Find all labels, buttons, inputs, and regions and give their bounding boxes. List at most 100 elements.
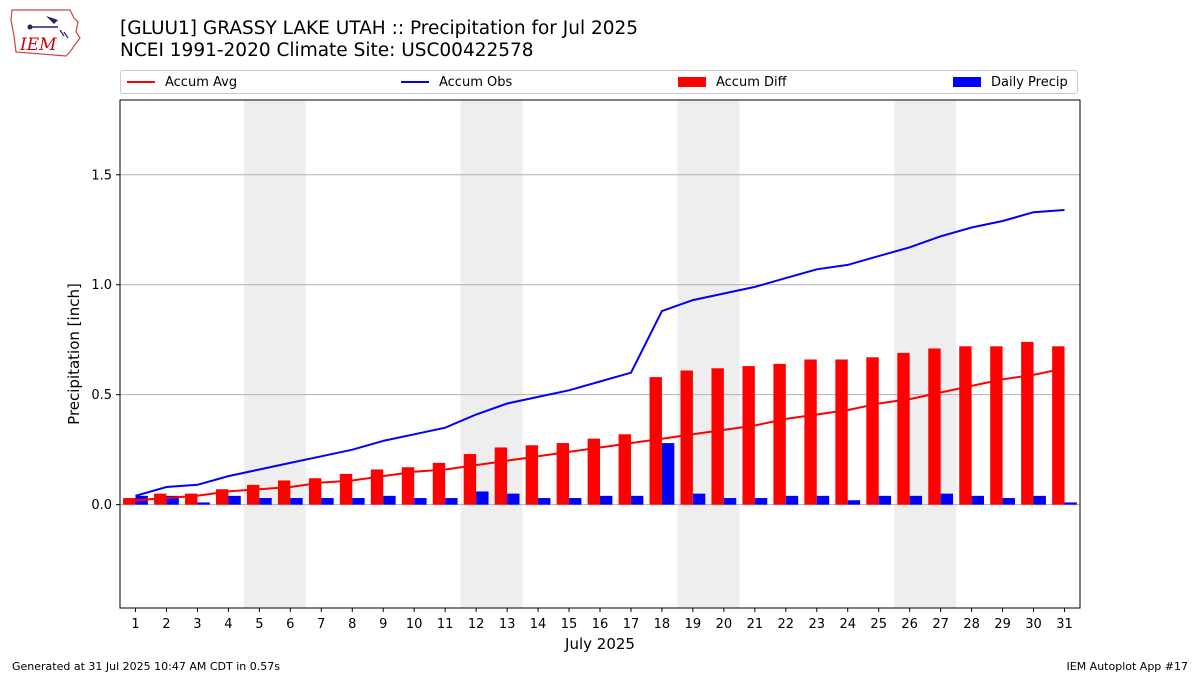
bar-daily-precip: [507, 493, 520, 505]
x-tick-label: 31: [1056, 617, 1073, 632]
x-tick-label: 14: [530, 617, 547, 632]
x-tick-label: 23: [809, 617, 826, 632]
x-tick-label: 7: [317, 617, 325, 632]
x-tick-label: 29: [994, 617, 1011, 632]
x-tick-label: 1: [131, 617, 139, 632]
bar-accum-diff: [494, 447, 508, 505]
legend-label-accum-obs: Accum Obs: [439, 75, 513, 90]
bar-accum-diff: [680, 370, 693, 505]
y-tick-label: 0.0: [91, 498, 112, 513]
legend-label-daily-precip: Daily Precip: [991, 75, 1068, 90]
bar-accum-diff: [866, 357, 879, 505]
legend-swatch-accum-obs: [401, 80, 429, 83]
legend-item-accum-obs: Accum Obs: [401, 74, 512, 92]
bar-accum-diff: [246, 484, 260, 505]
bar-accum-diff: [339, 473, 353, 505]
weekend-shade: [677, 100, 709, 608]
x-tick-label: 9: [379, 617, 387, 632]
bar-daily-precip: [754, 498, 768, 505]
bar-accum-diff: [587, 438, 600, 505]
y-axis-label: Precipitation [inch]: [65, 283, 83, 425]
bar-daily-precip: [228, 495, 241, 505]
y-tick-label: 1.0: [91, 278, 112, 293]
line-accum-avg: [135, 367, 1065, 502]
legend-item-daily-precip: Daily Precip: [953, 74, 1068, 92]
weekend-shade: [243, 100, 275, 608]
x-tick-label: 19: [685, 617, 702, 632]
bar-daily-precip: [290, 498, 303, 505]
bar-accum-diff: [649, 377, 662, 505]
chart-legend: Accum Avg Accum Obs Accum Diff Daily Pre…: [120, 70, 1078, 94]
weekend-shade: [708, 100, 740, 608]
bar-daily-precip: [352, 498, 365, 505]
bar-daily-precip: [940, 493, 954, 505]
legend-item-accum-avg: Accum Avg: [127, 74, 237, 92]
bar-accum-diff: [804, 359, 817, 505]
bar-daily-precip: [414, 498, 427, 505]
bar-daily-precip: [909, 495, 923, 505]
bar-accum-diff: [185, 493, 198, 505]
footer-generated: Generated at 31 Jul 2025 10:47 AM CDT in…: [12, 660, 280, 673]
x-tick-label: 25: [870, 617, 887, 632]
bar-accum-diff: [742, 366, 755, 505]
x-axis-label: July 2025: [564, 635, 635, 653]
bar-accum-diff: [432, 462, 446, 505]
bar-accum-diff: [835, 359, 848, 505]
bar-accum-diff: [556, 443, 570, 505]
bar-daily-precip: [630, 495, 644, 505]
x-tick-label: 5: [255, 617, 263, 632]
bar-accum-diff: [928, 348, 941, 505]
bar-accum-diff: [525, 445, 539, 505]
x-tick-label: 4: [224, 617, 232, 632]
footer-app: IEM Autoplot App #17: [1066, 660, 1189, 673]
bar-daily-precip: [1002, 498, 1015, 505]
bar-accum-diff: [959, 346, 972, 505]
x-tick-label: 10: [406, 617, 423, 632]
weekend-shade: [274, 100, 306, 608]
x-tick-label: 15: [561, 617, 578, 632]
bar-daily-precip: [1064, 502, 1077, 505]
bar-daily-precip: [816, 495, 830, 505]
weekend-shade: [460, 100, 492, 608]
legend-swatch-accum-avg: [127, 80, 155, 83]
bar-accum-diff: [1052, 346, 1065, 505]
bar-accum-diff: [277, 480, 291, 505]
bar-daily-precip: [847, 500, 861, 505]
x-tick-label: 27: [932, 617, 949, 632]
bar-accum-diff: [897, 352, 910, 505]
chart-title: [GLUU1] GRASSY LAKE UTAH :: Precipitatio…: [120, 18, 639, 39]
bar-daily-precip: [600, 495, 613, 505]
bar-accum-diff: [401, 467, 415, 505]
bar-daily-precip: [569, 498, 582, 505]
x-tick-label: 3: [193, 617, 201, 632]
legend-swatch-daily-precip: [953, 76, 981, 87]
x-tick-label: 30: [1025, 617, 1042, 632]
bar-accum-diff: [618, 434, 631, 505]
x-tick-label: 12: [468, 617, 485, 632]
bar-accum-diff: [370, 469, 384, 505]
x-tick-label: 24: [839, 617, 856, 632]
line-accum-obs: [135, 209, 1065, 497]
weekend-shade: [491, 100, 523, 608]
x-tick-label: 17: [623, 617, 640, 632]
x-tick-label: 20: [716, 617, 733, 632]
x-tick-label: 21: [747, 617, 764, 632]
y-tick-label: 0.5: [91, 388, 112, 403]
x-tick-label: 22: [778, 617, 795, 632]
x-tick-label: 11: [437, 617, 454, 632]
x-tick-label: 6: [286, 617, 294, 632]
x-tick-label: 13: [499, 617, 516, 632]
iem-logo: IEM: [8, 6, 84, 62]
bar-daily-precip: [1033, 495, 1046, 505]
bar-accum-diff: [123, 498, 136, 505]
bar-daily-precip: [692, 493, 706, 505]
bar-daily-precip: [723, 498, 737, 505]
bar-daily-precip: [197, 502, 210, 505]
legend-item-accum-diff: Accum Diff: [678, 74, 787, 92]
bar-accum-diff: [990, 346, 1003, 505]
bar-daily-precip: [166, 495, 179, 505]
bar-daily-precip: [538, 498, 551, 505]
bar-daily-precip: [878, 495, 892, 505]
bar-accum-diff: [773, 363, 786, 505]
